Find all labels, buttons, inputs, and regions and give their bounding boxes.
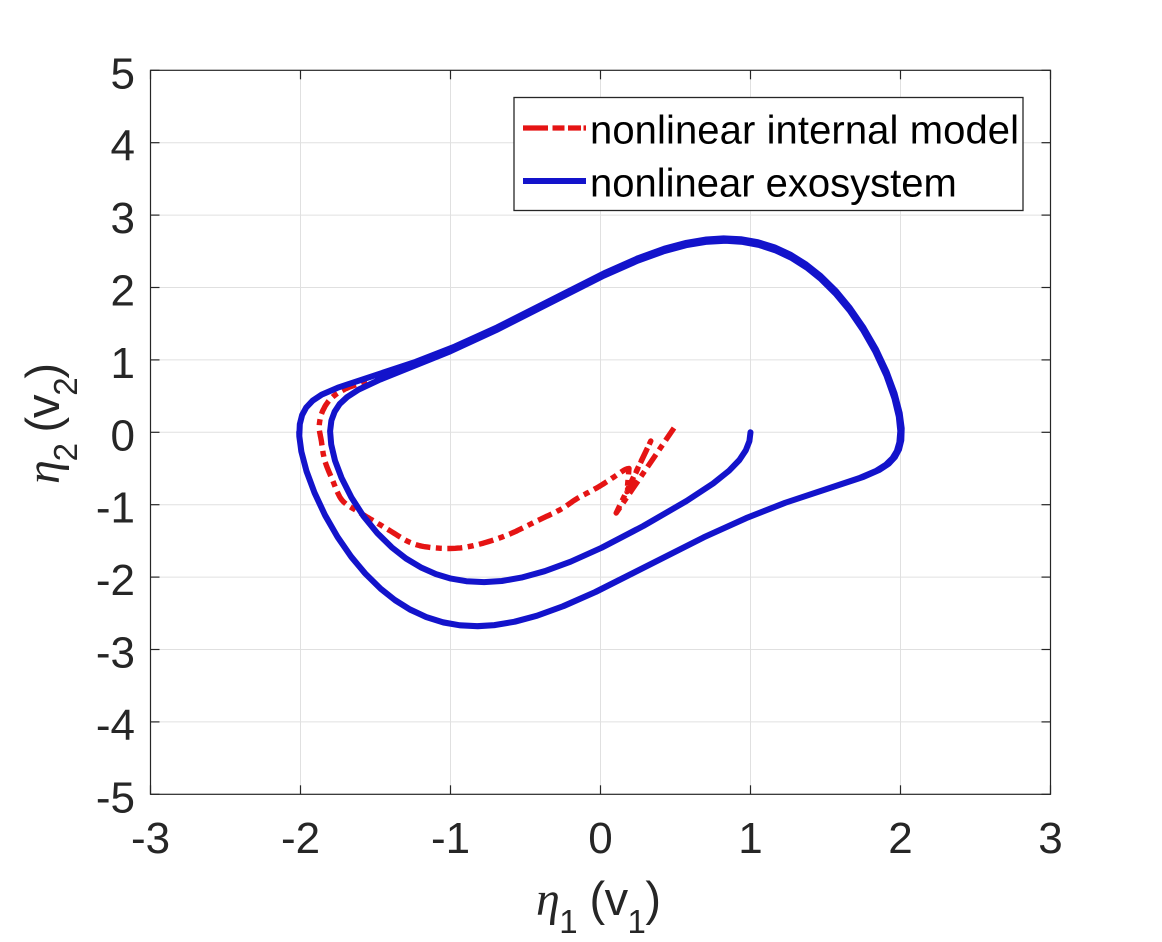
svg-text:-2: -2	[281, 814, 320, 863]
svg-text:4: 4	[111, 122, 135, 171]
svg-text:3: 3	[1038, 814, 1062, 863]
svg-text:0: 0	[111, 411, 135, 460]
svg-text:-3: -3	[96, 629, 135, 678]
svg-text:η2 (v2): η2 (v2)	[16, 363, 84, 484]
svg-text:2: 2	[111, 267, 135, 316]
svg-text:η1 (v1): η1 (v1)	[536, 872, 661, 940]
svg-text:-1: -1	[431, 814, 470, 863]
svg-text:-4: -4	[96, 701, 135, 750]
svg-text:1: 1	[738, 814, 762, 863]
svg-text:-2: -2	[96, 556, 135, 605]
svg-text:0: 0	[588, 814, 612, 863]
svg-text:2: 2	[888, 814, 912, 863]
svg-text:-5: -5	[96, 773, 135, 822]
svg-text:1: 1	[111, 339, 135, 388]
svg-text:-1: -1	[96, 484, 135, 533]
svg-text:-3: -3	[131, 814, 170, 863]
svg-text:3: 3	[111, 194, 135, 243]
svg-text:5: 5	[111, 49, 135, 98]
svg-text:nonlinear internal model: nonlinear internal model	[590, 109, 1019, 153]
svg-text:nonlinear exosystem: nonlinear exosystem	[590, 162, 957, 206]
